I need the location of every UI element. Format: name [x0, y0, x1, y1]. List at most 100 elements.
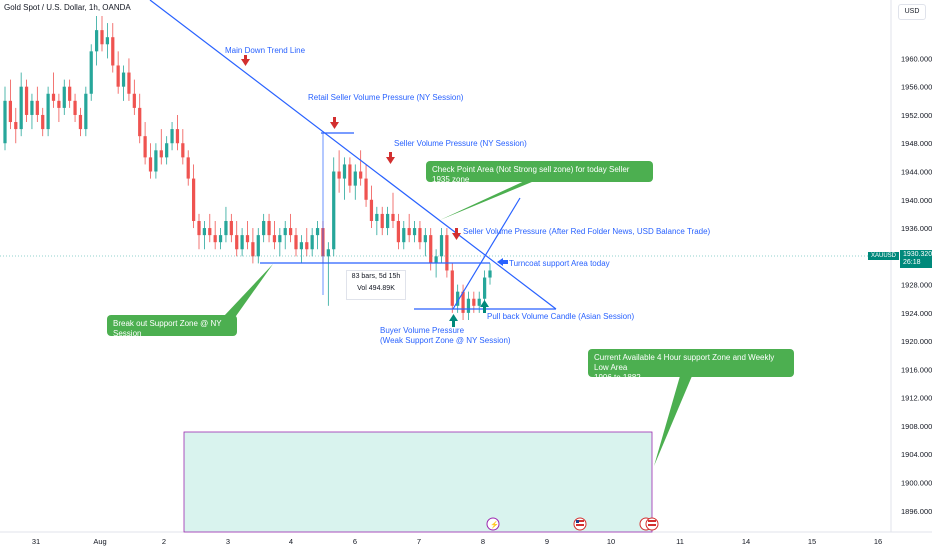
- x-tick-label: 3: [226, 537, 230, 546]
- candle-body: [191, 178, 196, 221]
- candle: [380, 206, 384, 236]
- candle: [62, 79, 66, 115]
- candle-body: [89, 51, 93, 94]
- candle: [477, 291, 481, 313]
- candle-body: [299, 242, 304, 250]
- candle-body: [348, 164, 352, 186]
- break-out-callout[interactable]: Break out Support Zone @ NY Session: [107, 315, 237, 338]
- candle-body: [132, 93, 136, 108]
- candle: [353, 164, 357, 200]
- candle-body: [294, 235, 298, 250]
- arrow-down-icon: [330, 117, 339, 129]
- candle-body: [407, 228, 411, 236]
- candle: [402, 220, 406, 250]
- candle: [245, 220, 250, 250]
- y-tick-label: 1928.000: [901, 281, 932, 290]
- candle-body: [3, 100, 7, 144]
- candle: [423, 228, 427, 257]
- event-icon-1[interactable]: ⚡: [486, 517, 500, 531]
- candle: [51, 72, 56, 108]
- arrow-down-icon: [241, 55, 250, 66]
- x-tick-label: 11: [676, 537, 684, 546]
- candle: [127, 58, 131, 101]
- candle: [170, 122, 174, 151]
- y-tick-label: 1948.000: [901, 139, 932, 148]
- candle-body: [310, 235, 314, 250]
- candle-body: [359, 171, 363, 179]
- main-down-trend-line[interactable]: [149, 0, 557, 310]
- candle: [359, 150, 363, 186]
- us-flag-icon[interactable]: [639, 517, 659, 531]
- candle: [89, 44, 93, 101]
- arrow-left-icon: [497, 258, 508, 266]
- candle-body: [482, 277, 487, 299]
- rising-channel-line[interactable]: [452, 197, 521, 310]
- candle: [148, 143, 153, 179]
- us-flag-icon[interactable]: [573, 517, 587, 531]
- candle: [208, 213, 212, 243]
- candle: [283, 220, 287, 250]
- candle-body: [342, 164, 347, 179]
- y-tick-label: 1912.000: [901, 394, 932, 403]
- candle-body: [396, 220, 401, 243]
- candle: [407, 213, 411, 243]
- candle-body: [369, 199, 374, 221]
- support-zone-box[interactable]: [183, 431, 653, 533]
- candle: [294, 228, 298, 257]
- candle: [412, 220, 417, 243]
- candle: [94, 16, 99, 66]
- candle: [116, 51, 120, 94]
- candle: [181, 129, 185, 165]
- candle-body: [283, 228, 287, 236]
- y-tick-label: 1936.000: [901, 224, 932, 233]
- candle: [186, 150, 190, 186]
- current-available-callout-pointer: [654, 376, 692, 466]
- candle-body: [229, 220, 233, 236]
- candle-body: [111, 37, 115, 66]
- candle: [30, 93, 34, 130]
- candle: [213, 220, 217, 250]
- x-tick-label: 7: [417, 537, 421, 546]
- candle: [418, 220, 422, 250]
- candle: [364, 164, 368, 207]
- candle-body: [218, 235, 223, 243]
- y-tick-label: 1900.000: [901, 479, 932, 488]
- candle: [240, 228, 244, 257]
- candle: [24, 79, 29, 123]
- price-axis[interactable]: 1960.000 1956.000 1952.000 1948.000 1944.000…: [901, 54, 932, 515]
- buyer-label-line1: Buyer Volume Pressure: [380, 326, 465, 335]
- candle-body: [332, 171, 336, 250]
- candle-body: [197, 220, 201, 236]
- check-point-callout[interactable]: Check Point Area (Not Strong sell zone) …: [426, 161, 653, 184]
- candle: [235, 220, 239, 257]
- candle-body: [41, 114, 45, 130]
- y-tick-label: 1956.000: [901, 83, 932, 92]
- bar-countdown: 26:18: [903, 259, 921, 266]
- candle-body: [461, 291, 465, 313]
- candle: [105, 23, 110, 59]
- candle-body: [57, 100, 61, 108]
- currency-button[interactable]: USD: [898, 4, 926, 20]
- current-available-callout[interactable]: Current Available 4 Hour support Zone an…: [588, 349, 794, 382]
- arrow-up-icon: [449, 314, 458, 327]
- candle: [218, 228, 223, 250]
- candle: [482, 270, 487, 306]
- candle-body: [148, 157, 153, 172]
- y-tick-label: 1904.000: [901, 450, 932, 459]
- candle: [391, 192, 395, 229]
- candle-body: [94, 30, 99, 52]
- candle-body: [78, 114, 83, 130]
- measure-bars-text: 83 bars, 5d 15h: [351, 273, 401, 280]
- measure-info-box: 83 bars, 5d 15h Vol 494.89K: [346, 270, 406, 300]
- candle: [251, 228, 255, 264]
- candle-body: [19, 86, 23, 130]
- candle: [197, 213, 201, 250]
- time-axis[interactable]: 31 Aug 2 3 4 6 7 8 9 10 11 14 15 16: [32, 537, 882, 546]
- candle: [450, 263, 454, 313]
- arrow-down-icon: [452, 228, 461, 240]
- turncoat-label: Turncoat support Area today: [509, 259, 610, 268]
- candle-body: [51, 93, 56, 101]
- candle: [154, 143, 158, 179]
- candle: [472, 291, 476, 313]
